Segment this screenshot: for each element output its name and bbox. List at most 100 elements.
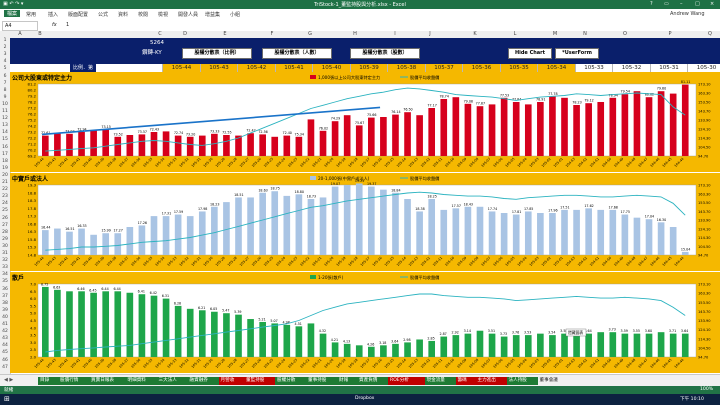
row-header[interactable]: 18 (2, 158, 8, 164)
row-header[interactable]: 42 (2, 329, 8, 335)
row-header[interactable]: 45 (2, 350, 8, 356)
column-header[interactable]: N (583, 31, 587, 37)
week-cell[interactable]: 105-44 (162, 64, 200, 72)
formula-input[interactable]: 1 (66, 22, 70, 28)
row-header[interactable]: 31 (2, 251, 8, 256)
sheet-tab[interactable]: 主力進出 (475, 377, 508, 385)
help-icon[interactable]: ? (650, 1, 653, 7)
row-header[interactable]: 21 (2, 180, 8, 185)
week-cell[interactable]: 105-41 (274, 64, 313, 72)
distribution-count-button[interactable]: 股權分散表（人數） (262, 48, 332, 59)
taskbar-dropbox[interactable]: Dropbox (355, 396, 375, 401)
tab-formulas[interactable]: 公式 (98, 12, 109, 18)
tab-file[interactable]: 檔案 (4, 10, 21, 17)
sheet-tab[interactable]: 董事會議 (537, 377, 570, 385)
row-header[interactable]: 28 (2, 229, 8, 235)
row-header[interactable]: 37 (2, 293, 8, 299)
sheet-tab[interactable]: 董監持股 (244, 377, 276, 385)
column-header[interactable]: L (513, 31, 517, 37)
row-header[interactable]: 6 (3, 73, 7, 79)
row-header[interactable]: 23 (2, 194, 8, 200)
tab-home[interactable]: 常用 (26, 12, 37, 18)
row-header[interactable]: 14 (2, 130, 8, 136)
zoom-level[interactable]: 100% (700, 387, 714, 392)
tab-review[interactable]: 校閱 (138, 12, 149, 18)
column-header[interactable]: D (183, 31, 187, 37)
week-cell[interactable]: 105-33 (574, 64, 613, 72)
windows-start-icon[interactable]: ⊞ (4, 395, 10, 403)
column-header[interactable]: I (394, 31, 396, 37)
row-header[interactable]: 1 (3, 38, 7, 43)
maximize-icon[interactable]: □ (695, 1, 700, 7)
sheet-tab[interactable]: 買賣日報表 (89, 377, 127, 385)
row-header[interactable]: 39 (2, 307, 8, 313)
row-header[interactable]: 33 (2, 265, 8, 271)
week-cell[interactable]: 105-40 (312, 64, 350, 72)
userform-button[interactable]: *UserForm (555, 48, 599, 59)
week-cell[interactable]: 105-34 (537, 64, 575, 72)
sheet-tab[interactable]: 董事持股 (306, 377, 338, 385)
column-header[interactable]: F (270, 31, 274, 37)
hide-chart-button[interactable]: Hide Chart (508, 48, 552, 59)
row-header[interactable]: 36 (2, 286, 8, 292)
row-header[interactable]: 20 (2, 172, 8, 178)
row-header[interactable]: 12 (2, 116, 8, 122)
fx-icon[interactable]: fx (52, 22, 57, 28)
hide-chart-tooltip[interactable]: 隱藏圖表 (565, 328, 587, 337)
row-header[interactable]: 9 (3, 94, 7, 100)
row-header[interactable]: 25 (2, 208, 8, 214)
sheet-nav-icons[interactable]: ◀ ▶ (4, 377, 14, 383)
column-header[interactable]: G (308, 31, 312, 37)
tab-developer[interactable]: 開發人員 (178, 12, 199, 18)
sheet-tab[interactable]: 股權分散 (275, 377, 307, 385)
distribution-shares-button[interactable]: 股權分散表（股數） (350, 48, 420, 59)
row-header[interactable]: 47 (2, 364, 8, 370)
row-header[interactable]: 17 (2, 151, 8, 157)
tab-insert[interactable]: 插入 (48, 12, 59, 18)
sheet-tab[interactable]: 股價行情 (58, 377, 90, 385)
sheet-tab[interactable]: 融資融券 (187, 377, 220, 385)
row-header[interactable]: 10 (2, 101, 8, 107)
column-header[interactable]: Q (708, 31, 712, 37)
tab-view[interactable]: 檢視 (158, 12, 169, 18)
quick-access-icons[interactable]: ▣ ↶ ↷ ▾ (3, 1, 24, 7)
row-header[interactable]: 32 (2, 258, 8, 264)
column-header[interactable]: H (353, 31, 357, 37)
sheet-tab[interactable]: 三大法人 (156, 377, 189, 385)
column-header[interactable]: P (668, 31, 672, 37)
row-header[interactable]: 30 (2, 243, 8, 249)
sheet-tab[interactable]: 資產負債 (357, 377, 389, 385)
tab-addins[interactable]: 增益集 (205, 12, 221, 18)
row-header[interactable]: 2 (3, 45, 7, 51)
minimize-icon[interactable]: – (680, 1, 683, 7)
row-header[interactable]: 5 (3, 66, 7, 72)
row-header[interactable]: 43 (2, 336, 8, 342)
row-header[interactable]: 26 (2, 215, 8, 221)
week-cell[interactable]: 105-38 (387, 64, 425, 72)
sheet-tab[interactable]: 籌碼 (455, 377, 477, 385)
sheet-tab[interactable]: 現金流量 (424, 377, 457, 385)
column-header[interactable]: B (38, 31, 42, 37)
column-header[interactable]: E (223, 31, 227, 37)
week-cell[interactable]: 105-36 (462, 64, 500, 72)
week-cell[interactable]: 105-43 (199, 64, 238, 72)
row-header[interactable]: 13 (2, 123, 8, 129)
row-header[interactable]: 19 (2, 165, 8, 171)
name-box[interactable]: A4 (2, 21, 38, 31)
sheet-tab[interactable]: ROE分析 (388, 377, 426, 385)
row-header[interactable]: 8 (3, 87, 7, 93)
row-header[interactable]: 34 (2, 272, 8, 278)
row-header[interactable]: 4 (3, 59, 7, 65)
sheet-tab[interactable]: 月營收 (218, 377, 245, 385)
account-name[interactable]: Andrew Wang (670, 11, 705, 17)
column-header[interactable]: A (18, 31, 22, 37)
column-header[interactable]: K (473, 31, 477, 37)
sheet-tab[interactable]: 法人持股 (506, 377, 539, 385)
row-header[interactable]: 15 (2, 137, 8, 143)
distribution-ratio-button[interactable]: 股權分散表（比例） (182, 48, 252, 59)
week-cell[interactable]: 105-37 (424, 64, 463, 72)
week-cell[interactable]: 105-32 (612, 64, 650, 72)
row-header[interactable]: 41 (2, 322, 8, 327)
ribbon-display-icon[interactable]: ▭ (664, 1, 669, 7)
week-cell[interactable]: 105-31 (649, 64, 688, 72)
